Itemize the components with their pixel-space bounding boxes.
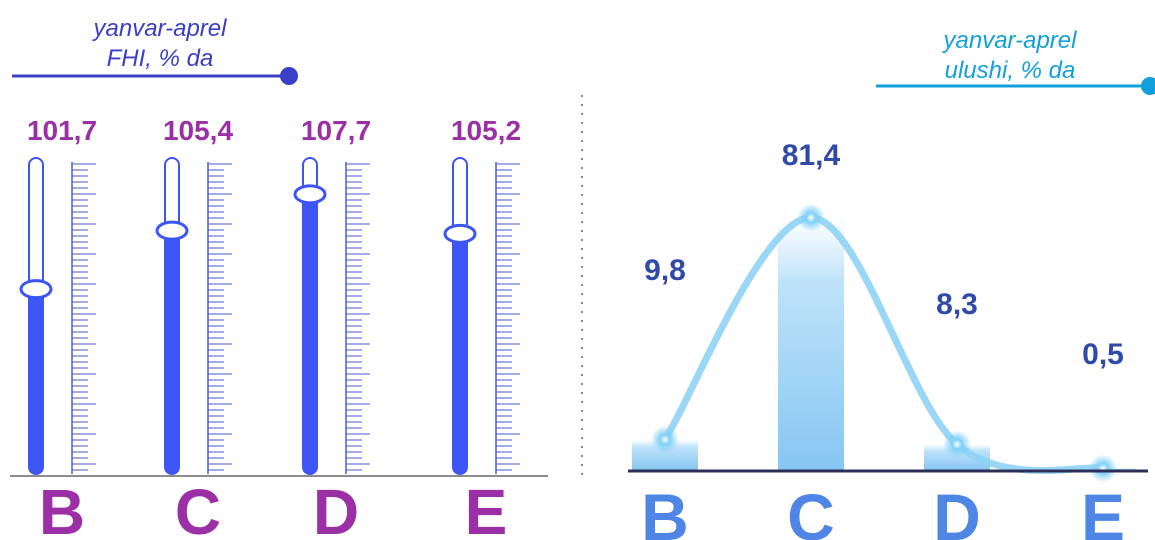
left-category-label-C: C xyxy=(175,476,221,540)
left-category-label-D: D xyxy=(313,476,359,540)
right-bar-C xyxy=(778,217,844,470)
right-value-label-C: 81,4 xyxy=(782,139,841,172)
right-title: yanvar-aprel ulushi, % da xyxy=(876,27,1155,95)
right-point-B xyxy=(651,425,679,454)
left-bar-D xyxy=(303,194,317,474)
left-knob-E xyxy=(443,223,477,244)
left-knob-D xyxy=(293,184,327,205)
right-value-label-E: 0,5 xyxy=(1082,338,1124,371)
right-title-underline-dot xyxy=(1141,77,1155,95)
right-title-line1: yanvar-aprel xyxy=(942,27,1078,54)
right-value-label-B: 9,8 xyxy=(644,254,686,287)
right-category-label-E: E xyxy=(1081,480,1125,540)
right-series-line xyxy=(661,214,1107,475)
right-category-label-C: C xyxy=(787,480,835,540)
right-chart: 9,8 B 81,4 C 8,3 D 0,5 E xyxy=(628,139,1148,540)
left-title: yanvar-aprel FHI, % da xyxy=(12,15,298,85)
left-knob-C xyxy=(155,220,189,241)
left-title-line1: yanvar-aprel xyxy=(92,15,228,42)
right-category-label-B: B xyxy=(641,480,689,540)
left-category-label-B: B xyxy=(39,476,85,540)
left-knob-B xyxy=(19,279,53,300)
left-bar-B xyxy=(29,289,43,474)
left-chart: 101,7 B 105,4 C 107,7 D 105,2 E xyxy=(10,115,548,540)
left-title-underline-dot xyxy=(280,67,298,85)
left-value-label-B: 101,7 xyxy=(27,115,97,146)
right-value-label-D: 8,3 xyxy=(936,288,978,321)
right-point-C xyxy=(797,203,825,232)
right-point-D xyxy=(943,430,971,459)
right-title-line2: ulushi, % da xyxy=(945,57,1076,84)
left-value-label-C: 105,4 xyxy=(163,115,233,146)
left-value-label-D: 107,7 xyxy=(301,115,371,146)
right-point-E xyxy=(1089,454,1117,483)
left-bar-E xyxy=(453,233,467,474)
left-bar-C xyxy=(165,230,179,474)
right-category-label-D: D xyxy=(933,480,981,540)
left-category-label-E: E xyxy=(465,476,508,540)
left-value-label-E: 105,2 xyxy=(451,115,521,146)
left-title-line2: FHI, % da xyxy=(107,45,214,72)
